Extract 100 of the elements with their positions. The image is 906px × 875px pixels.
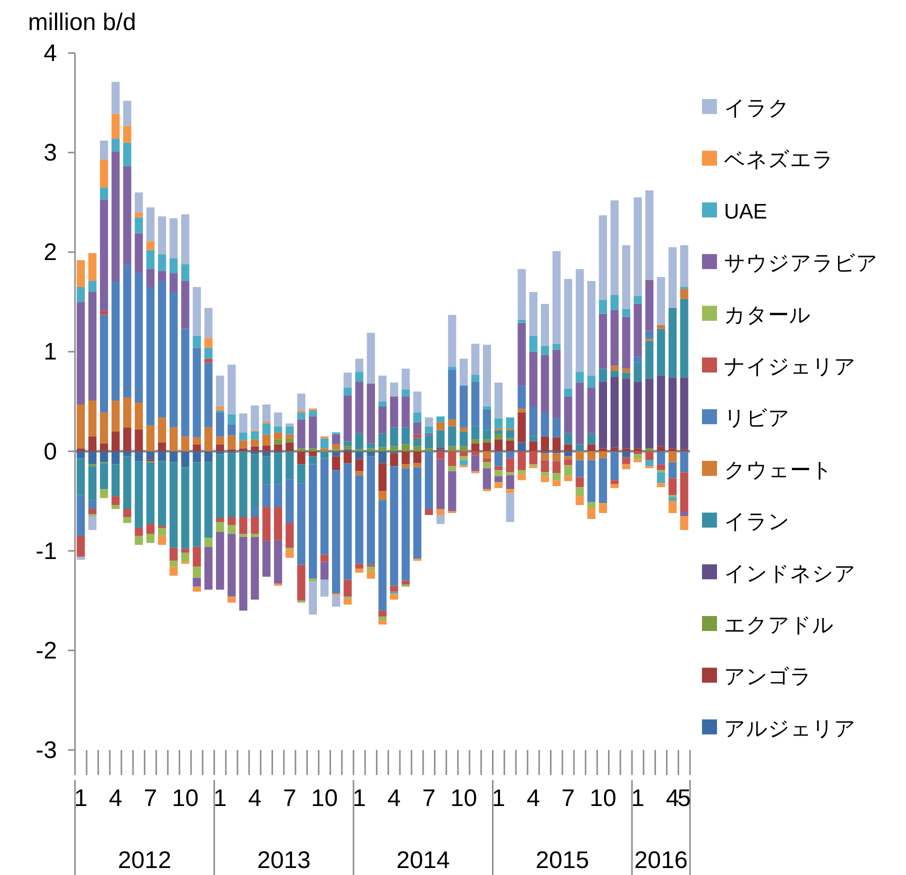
x-tick-label: 4 [666, 785, 680, 812]
bar [76, 404, 85, 448]
bar [390, 453, 398, 466]
bar [378, 610, 387, 617]
bar [192, 286, 201, 336]
bar [668, 478, 677, 496]
bar [228, 534, 236, 597]
bar [100, 314, 108, 412]
bar [100, 489, 108, 498]
bar [250, 454, 259, 508]
bar [448, 314, 456, 367]
bar [332, 434, 340, 444]
bar [598, 451, 608, 458]
bar [564, 444, 572, 452]
bar [576, 372, 584, 383]
bar [564, 476, 572, 482]
bar [100, 140, 108, 160]
bar [413, 422, 422, 434]
bar [680, 472, 688, 512]
bar [76, 286, 85, 302]
bar [402, 468, 410, 581]
bar [355, 433, 364, 450]
bar [286, 438, 294, 442]
bar [413, 451, 422, 464]
bar [668, 448, 677, 452]
bar [622, 378, 630, 448]
bar [123, 517, 132, 523]
bar [239, 451, 248, 518]
bar [181, 264, 190, 282]
bar [308, 582, 317, 615]
bar [134, 402, 143, 430]
bar [634, 356, 642, 363]
bar [181, 548, 190, 553]
bar [170, 566, 178, 576]
bar [158, 216, 166, 254]
bar [622, 316, 630, 369]
bar [366, 332, 375, 384]
bar [506, 440, 514, 452]
bar [448, 471, 456, 512]
bar [76, 556, 85, 560]
bar [645, 378, 654, 448]
bar [634, 448, 642, 452]
bar [308, 456, 317, 464]
bar [250, 508, 259, 517]
bar [448, 466, 456, 472]
bar [460, 456, 468, 460]
bar [146, 451, 154, 460]
bar [332, 470, 340, 594]
bar [286, 479, 294, 523]
bar [250, 439, 259, 446]
bar [413, 467, 422, 559]
bar [413, 463, 422, 468]
bar [134, 217, 143, 234]
bar [552, 251, 561, 344]
bar [181, 552, 190, 562]
bar [181, 214, 190, 264]
legend-label: ベネズエラ [724, 148, 834, 172]
bar [564, 433, 572, 444]
bar [158, 536, 166, 545]
bar [344, 463, 352, 580]
bar [146, 425, 154, 452]
bar [320, 562, 329, 580]
bar [436, 422, 445, 430]
bar [262, 423, 271, 434]
bar [587, 376, 596, 388]
bar [378, 620, 387, 625]
bar [448, 370, 456, 420]
bar [656, 446, 666, 452]
bar [436, 509, 445, 516]
bar [320, 451, 329, 458]
bar [204, 338, 213, 348]
bar [297, 448, 306, 452]
bar [100, 187, 108, 200]
bar [471, 443, 480, 452]
bar [506, 472, 514, 476]
bar [598, 503, 608, 514]
bar [680, 451, 688, 472]
bar [355, 564, 364, 569]
bar [250, 446, 259, 452]
bar [228, 453, 236, 518]
text: 2013 [257, 847, 311, 874]
bar [390, 427, 398, 446]
bar [308, 448, 317, 452]
bar [146, 524, 154, 534]
bar [378, 451, 387, 464]
bar [192, 437, 201, 444]
bar [645, 451, 654, 460]
bar [274, 444, 282, 452]
bar [506, 493, 514, 522]
bar [378, 500, 387, 611]
bar [610, 447, 619, 452]
bar [112, 505, 120, 510]
bar [88, 451, 96, 464]
bar [286, 451, 294, 480]
bar [112, 400, 120, 432]
bar [170, 560, 178, 567]
bar [308, 410, 317, 416]
bar [680, 245, 688, 287]
bar [204, 451, 213, 462]
bar [552, 344, 561, 350]
